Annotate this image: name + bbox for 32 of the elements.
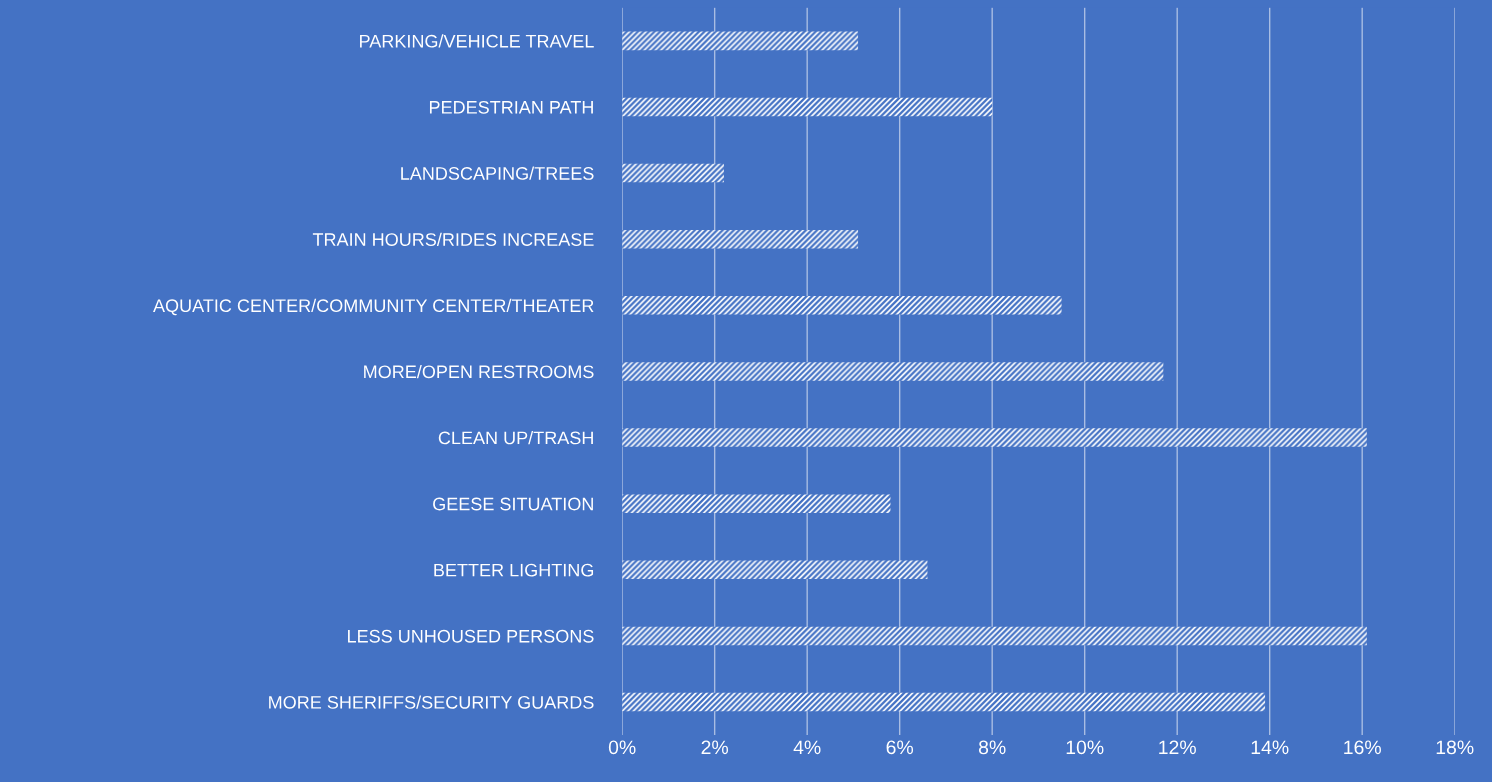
- y-tick-label: LESS UNHOUSED PERSONS: [348, 629, 594, 643]
- x-tick-label: 10%: [1066, 740, 1104, 755]
- bar: [622, 31, 859, 51]
- bar: [622, 362, 1164, 381]
- y-tick-label: MORE/OPEN RESTROOMS: [364, 364, 594, 379]
- y-tick-label: GEESE SITUATION: [433, 497, 593, 511]
- y-tick-label: LANDSCAPING/TREES: [401, 166, 594, 180]
- x-tick-label: 14%: [1251, 740, 1289, 755]
- y-tick-label: CLEAN UP/TRASH: [438, 431, 593, 445]
- y-tick-label: MORE SHERIFFS/SECURITY GUARDS: [269, 695, 594, 709]
- bar: [622, 626, 1367, 646]
- bar: [622, 494, 891, 513]
- y-tick-label: AQUATIC CENTER/COMMUNITY CENTER/THEATER: [153, 298, 594, 316]
- bar: [622, 692, 1266, 712]
- x-tick-label: 12%: [1159, 740, 1196, 755]
- x-tick-label: 0%: [608, 740, 636, 755]
- bar: [622, 560, 928, 580]
- y-tick-label: TRAIN HOURS/RIDES INCREASE: [312, 232, 594, 246]
- x-tick-label: 6%: [886, 740, 914, 755]
- x-tick-label: 16%: [1344, 740, 1381, 755]
- y-tick-label: PARKING/VEHICLE TRAVEL: [360, 34, 594, 48]
- bar: [622, 163, 724, 183]
- bar: [622, 229, 859, 249]
- x-tick-label: 18%: [1436, 740, 1474, 755]
- y-tick-label: BETTER LIGHTING: [434, 563, 594, 577]
- bar: [622, 428, 1367, 447]
- x-tick-label: 2%: [701, 740, 729, 755]
- x-tick-label: 8%: [978, 740, 1006, 755]
- x-tick-label: 4%: [793, 740, 821, 755]
- y-tick-label: PEDESTRIAN PATH: [429, 100, 593, 114]
- bar: [622, 97, 993, 117]
- bar: [622, 296, 1062, 315]
